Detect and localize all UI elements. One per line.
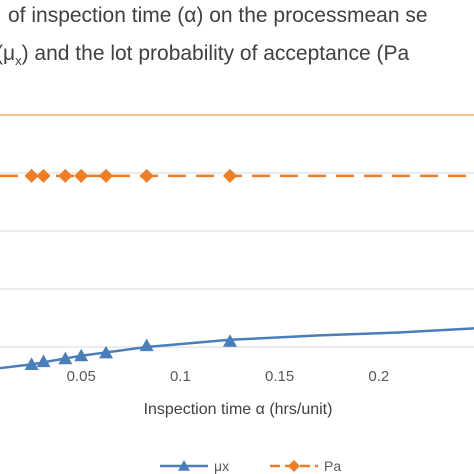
triangle-marker-2 xyxy=(58,351,73,365)
legend-item-mux: μx xyxy=(160,458,229,474)
triangle-marker-4 xyxy=(99,345,113,359)
diamond-marker-0 xyxy=(24,168,39,183)
triangle-marker-1 xyxy=(36,354,51,368)
chart-title-line-1: of inspection time (α) on the processmea… xyxy=(8,4,428,27)
x-tick-label-3: 0.2 xyxy=(368,368,389,385)
chart-title-line-2: (μx) and the lot probability of acceptan… xyxy=(0,42,409,68)
x-tick-label-2: 0.15 xyxy=(265,368,294,385)
triangle-marker-5 xyxy=(139,338,154,352)
x-tick-label-1: 0.1 xyxy=(170,368,191,385)
chart-title-mu-subscript: x xyxy=(15,53,22,68)
diamond-marker-6 xyxy=(223,168,237,183)
chart-title-line-2-open: ( xyxy=(0,42,3,65)
gridlines xyxy=(0,114,474,348)
legend-marker-diamond xyxy=(288,460,300,472)
x-axis-label: Inspection time α (hrs/unit) xyxy=(144,401,333,418)
series-mux xyxy=(0,327,474,370)
series-pa xyxy=(0,168,474,183)
diamond-marker-3 xyxy=(74,168,89,183)
chart-title-mu: μ xyxy=(3,42,15,65)
triangle-marker-0 xyxy=(24,357,39,370)
legend-marker-triangle xyxy=(178,460,190,471)
triangle-marker-3 xyxy=(74,348,89,362)
legend-label: Pa xyxy=(324,458,341,474)
diamond-marker-2 xyxy=(58,168,73,183)
chart-title-line-2-rest: ) and the lot probability of acceptance … xyxy=(22,42,410,65)
x-tick-label-0: 0.05 xyxy=(67,368,96,385)
plot-area xyxy=(0,168,474,370)
diamond-marker-5 xyxy=(139,168,154,183)
legend-item-pa: Pa xyxy=(270,458,341,474)
legend-label: μx xyxy=(214,458,229,474)
x-axis-ticks: 0.05 0.1 0.15 0.2 xyxy=(67,368,390,385)
legend: μx Pa xyxy=(160,458,341,474)
diamond-marker-1 xyxy=(36,168,51,183)
triangle-marker-6 xyxy=(223,334,237,347)
chart-title: of inspection time (α) on the processmea… xyxy=(0,4,428,68)
diamond-marker-4 xyxy=(99,168,113,183)
